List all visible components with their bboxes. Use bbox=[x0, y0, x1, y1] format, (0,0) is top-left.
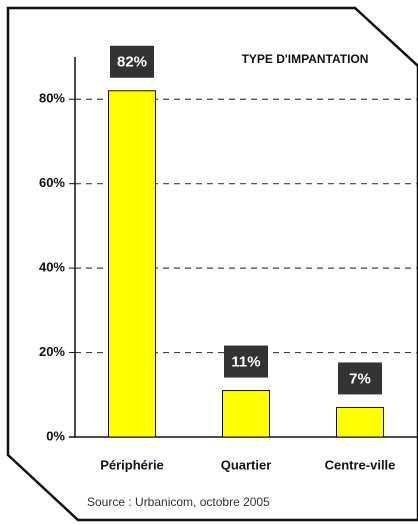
bar bbox=[336, 406, 384, 438]
value-label: 7% bbox=[349, 370, 371, 387]
frame bbox=[6, 6, 418, 522]
chart-title: TYPE D'IMPANTATION bbox=[242, 52, 369, 66]
y-tick-label: 60% bbox=[39, 175, 65, 190]
y-tick-label: 0% bbox=[46, 428, 65, 443]
value-label-box bbox=[110, 45, 154, 78]
x-tick-label: Périphérie bbox=[100, 457, 164, 472]
source: Source : Urbanicom, octobre 2005 bbox=[87, 495, 270, 509]
value-label: 11% bbox=[231, 354, 260, 371]
value-label-box bbox=[224, 345, 268, 378]
bar bbox=[222, 390, 270, 438]
value-label: 82% bbox=[117, 54, 147, 71]
y-tick-label: 40% bbox=[39, 260, 65, 275]
y-tick-label: 20% bbox=[39, 344, 65, 359]
y-tick-label: 80% bbox=[39, 91, 65, 106]
x-tick-label: Quartier bbox=[221, 457, 272, 472]
value-label-box bbox=[338, 362, 382, 395]
x-tick-label: Centre-ville bbox=[325, 457, 396, 472]
bar bbox=[108, 90, 156, 438]
